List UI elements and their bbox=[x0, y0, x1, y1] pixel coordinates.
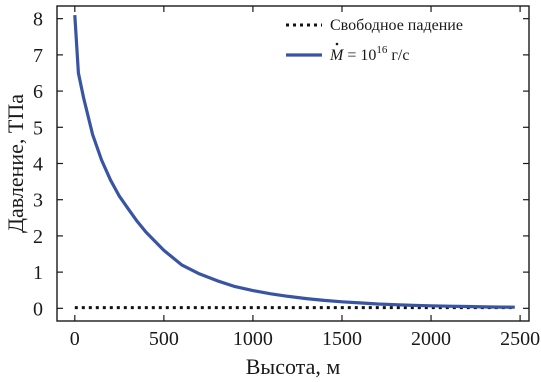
axis-ticks: 0 500 1000 1500 2000 2500 0 1 2 3 4 5 6 7 8 bbox=[33, 6, 540, 350]
plot-area bbox=[73, 15, 515, 310]
y-tick-label: 6 bbox=[33, 81, 43, 103]
y-tick-label: 7 bbox=[33, 45, 43, 67]
x-tick-label: 1000 bbox=[233, 328, 273, 350]
x-tick-label: 2500 bbox=[500, 328, 540, 350]
y-tick-label: 4 bbox=[33, 154, 43, 176]
y-axis-label: Давление, ТПа bbox=[3, 94, 28, 233]
x-tick-label: 1500 bbox=[322, 328, 362, 350]
y-tick-label: 0 bbox=[33, 298, 43, 320]
y-tick-label: 2 bbox=[33, 226, 43, 248]
legend-label-2: M = 1016 г/с bbox=[329, 44, 409, 64]
x-axis-label: Высота, м bbox=[246, 354, 341, 379]
legend: Свободное падение M = 1016 г/с bbox=[286, 17, 463, 64]
legend-dot-accent bbox=[335, 42, 339, 46]
y-tick-label: 1 bbox=[33, 262, 43, 284]
y-tick-label: 5 bbox=[33, 117, 43, 139]
plot-frame bbox=[56, 5, 530, 322]
y-tick-label: 3 bbox=[33, 190, 43, 212]
y-tick-label: 8 bbox=[33, 9, 43, 31]
x-tick-label: 500 bbox=[149, 328, 179, 350]
x-tick-label: 2000 bbox=[411, 328, 451, 350]
series-line-2 bbox=[73, 15, 515, 309]
legend-label-1: Свободное падение bbox=[330, 17, 463, 34]
x-tick-label: 0 bbox=[70, 328, 80, 350]
